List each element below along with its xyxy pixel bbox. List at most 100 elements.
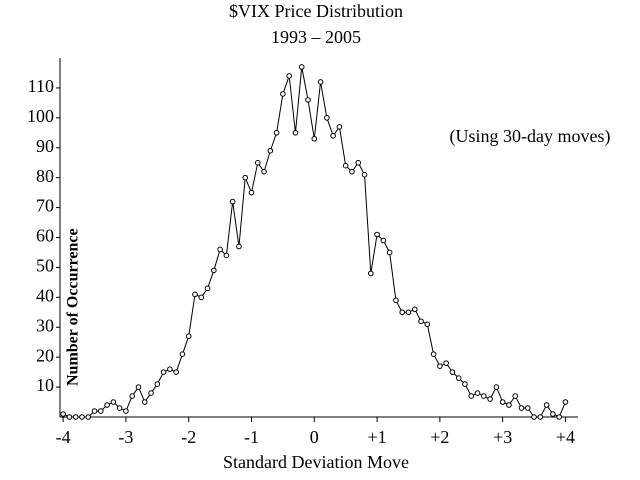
x-tick-label: -4 <box>56 427 71 447</box>
x-tick-label: +3 <box>493 427 512 447</box>
point-marker <box>173 369 179 375</box>
point-marker <box>236 243 242 250</box>
chart-title: $VIX Price Distribution <box>229 1 403 21</box>
x-tick-label: -2 <box>181 427 196 447</box>
point-marker <box>524 405 531 411</box>
point-marker <box>98 408 104 414</box>
point-marker <box>531 414 537 420</box>
y-tick-label: 50 <box>36 256 54 276</box>
y-tick-label: 20 <box>36 345 54 365</box>
point-marker <box>455 375 462 381</box>
point-marker <box>430 351 437 357</box>
y-tick-label: 60 <box>36 226 54 246</box>
point-marker <box>330 132 336 139</box>
point-marker <box>386 249 393 256</box>
point-marker <box>60 411 66 417</box>
point-marker <box>79 414 85 420</box>
point-marker <box>311 135 318 142</box>
point-marker <box>324 115 330 121</box>
y-tick-label: 70 <box>36 196 54 216</box>
point-marker <box>198 294 205 301</box>
point-marker <box>280 91 286 97</box>
x-tick-label: -3 <box>118 427 133 447</box>
point-marker <box>223 252 230 259</box>
point-marker <box>192 291 198 298</box>
point-marker <box>248 189 255 196</box>
point-marker <box>91 408 98 414</box>
series-line <box>62 66 566 418</box>
point-marker <box>154 381 161 387</box>
y-axis-label: Number of Occurrence <box>65 228 82 386</box>
point-marker <box>104 402 110 408</box>
point-marker <box>437 363 443 369</box>
point-marker <box>85 414 92 420</box>
point-marker <box>499 399 506 405</box>
point-marker <box>123 408 129 414</box>
point-marker <box>160 369 167 375</box>
y-tick-label: 10 <box>36 375 54 395</box>
point-marker <box>562 399 569 405</box>
point-marker <box>393 297 399 304</box>
point-marker <box>273 129 280 136</box>
point-marker <box>298 64 305 70</box>
point-marker <box>399 309 405 316</box>
point-marker <box>72 414 79 420</box>
point-marker <box>349 168 355 175</box>
point-marker <box>217 246 223 253</box>
point-marker <box>204 285 211 292</box>
point-marker <box>411 306 418 313</box>
point-marker <box>129 393 136 399</box>
point-marker <box>512 393 519 399</box>
point-marker <box>449 369 456 375</box>
point-marker <box>462 381 468 387</box>
point-marker <box>493 384 500 390</box>
point-marker <box>405 309 412 316</box>
x-tick-label: -1 <box>244 427 259 447</box>
y-tick-label: 30 <box>36 315 54 335</box>
y-tick-label: 100 <box>27 106 54 126</box>
x-tick-label: +4 <box>556 427 575 447</box>
point-marker <box>380 237 387 244</box>
point-marker <box>537 414 544 420</box>
point-marker <box>368 270 374 277</box>
point-marker <box>66 414 73 420</box>
point-marker <box>361 171 368 178</box>
point-marker <box>148 390 154 396</box>
point-marker <box>110 399 117 405</box>
point-marker <box>286 73 292 79</box>
point-marker <box>424 321 431 328</box>
x-tick-label: +1 <box>368 427 387 447</box>
point-marker <box>167 366 173 372</box>
point-marker <box>468 393 475 399</box>
y-tick-label: 90 <box>36 136 54 156</box>
point-marker <box>374 231 380 238</box>
point-marker <box>543 402 550 408</box>
point-marker <box>211 267 217 274</box>
x-tick-label: +2 <box>430 427 449 447</box>
point-marker <box>116 405 123 411</box>
point-marker <box>141 399 148 405</box>
point-marker <box>179 351 186 357</box>
point-marker <box>305 97 311 103</box>
chart-subtitle: 1993 – 2005 <box>271 27 361 47</box>
point-marker <box>317 79 324 85</box>
point-marker <box>474 390 481 396</box>
point-marker <box>336 124 343 130</box>
x-axis-label: Standard Deviation Move <box>223 452 409 472</box>
point-marker <box>443 360 449 366</box>
point-marker <box>267 147 274 154</box>
point-marker <box>254 159 261 166</box>
point-marker <box>292 129 299 136</box>
point-marker <box>506 402 512 408</box>
y-tick-label: 110 <box>28 76 54 96</box>
point-marker <box>261 168 267 175</box>
point-marker <box>487 396 493 402</box>
annotation: (Using 30-day moves) <box>450 126 611 147</box>
point-marker <box>556 414 562 420</box>
y-tick-label: 40 <box>36 285 54 305</box>
point-marker <box>355 159 362 166</box>
point-marker <box>481 393 487 399</box>
point-marker <box>550 411 556 417</box>
point-marker <box>185 333 192 340</box>
